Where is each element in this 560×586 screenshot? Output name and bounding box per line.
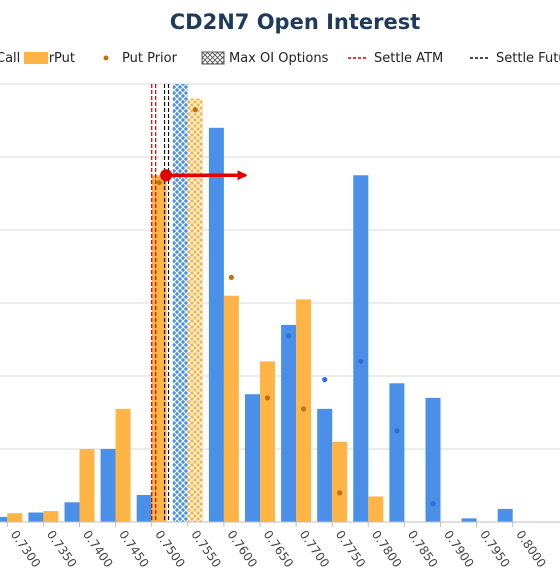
legend-hatch [201, 51, 225, 65]
call-prior-point-0.7900 [430, 501, 436, 507]
x-tick-label-0.7800: 0.7800 [369, 528, 405, 570]
x-tick-label-0.7500: 0.7500 [152, 528, 188, 570]
call-prior-point-0.7850 [394, 428, 400, 434]
put-prior-point-0.7700 [301, 406, 307, 412]
x-tick-label-0.7450: 0.7450 [116, 528, 152, 570]
call-prior-point-0.7750 [322, 377, 328, 383]
x-tick-label-0.7650: 0.7650 [261, 528, 297, 570]
legend-label: Settle Futures [496, 51, 560, 66]
call-bar-0.7600 [208, 127, 224, 523]
put-bar-0.7550 [187, 98, 203, 522]
x-tick-label-0.7700: 0.7700 [297, 528, 333, 570]
x-tick-label-0.7900: 0.7900 [441, 528, 477, 570]
call-bar-0.7900 [425, 397, 441, 522]
gridlines [0, 83, 560, 450]
x-tick-label-0.7950: 0.7950 [477, 528, 513, 570]
call-prior-point-0.7700 [286, 333, 292, 339]
legend-label: Put Prior [122, 51, 178, 66]
prior-points [156, 106, 436, 507]
put-prior-point-0.7600 [228, 274, 234, 281]
put-prior-point-0.7750 [337, 490, 343, 496]
put-bar-0.7650 [260, 361, 275, 522]
arrow-origin-dot [160, 169, 173, 182]
legend-label: Put [54, 51, 75, 66]
legend-swatch-put [24, 52, 48, 64]
x-tick-label-0.7550: 0.7550 [188, 528, 224, 570]
x-tick-label-0.7600: 0.7600 [224, 528, 260, 570]
call-bar-0.7450 [100, 449, 116, 522]
call-bar-0.7550 [172, 84, 188, 522]
call-bar-0.7500 [136, 494, 152, 522]
x-tick-label-0.7350: 0.7350 [44, 528, 80, 570]
settle-lines [151, 84, 170, 522]
call-bar-0.7300 [0, 516, 8, 522]
put-bar-0.7800 [368, 496, 384, 522]
put-bar-0.7350 [43, 511, 59, 522]
legend-label: Max OI Options [229, 51, 329, 66]
x-tick-label-0.7400: 0.7400 [80, 528, 116, 570]
call-bar-0.7650 [245, 394, 260, 522]
put-bar-0.7600 [223, 295, 239, 522]
x-tick-label-0.7750: 0.7750 [333, 528, 369, 570]
put-bar-0.7400 [79, 449, 95, 522]
x-tick-label-0.7850: 0.7850 [405, 528, 441, 570]
call-bar-0.7400 [64, 502, 80, 522]
call-bar-0.8000 [497, 508, 513, 522]
put-prior-point-0.7500 [156, 179, 162, 186]
chart-title: CD2N7 Open Interest [170, 10, 421, 34]
call-bar-0.7850 [389, 383, 405, 522]
put-bar-0.7450 [115, 408, 131, 522]
put-bar-0.7300 [7, 513, 23, 522]
put-bar-0.7750 [332, 441, 348, 522]
x-axis: 0.7300 0.7350 0.7400 0.7450 0.7500 0.7550 0.76… [0, 521, 560, 570]
bars [0, 84, 513, 523]
put-prior-point-0.7550 [192, 106, 198, 113]
call-prior-point-0.7800 [358, 358, 364, 364]
call-bar-0.7350 [28, 512, 44, 522]
legend-dot [103, 55, 109, 61]
x-tick-label-0.7300: 0.7300 [8, 528, 44, 570]
call-bar-0.7750 [317, 408, 333, 522]
call-bar-0.7950 [461, 518, 477, 522]
call-bar-0.7700 [281, 324, 297, 522]
legend-label: Settle ATM [374, 51, 443, 66]
put-prior-point-0.7650 [264, 395, 271, 401]
x-tick-label-0.8000: 0.8000 [513, 528, 549, 570]
call-bar-0.7800 [353, 175, 369, 522]
annotation-arrow [160, 169, 248, 182]
